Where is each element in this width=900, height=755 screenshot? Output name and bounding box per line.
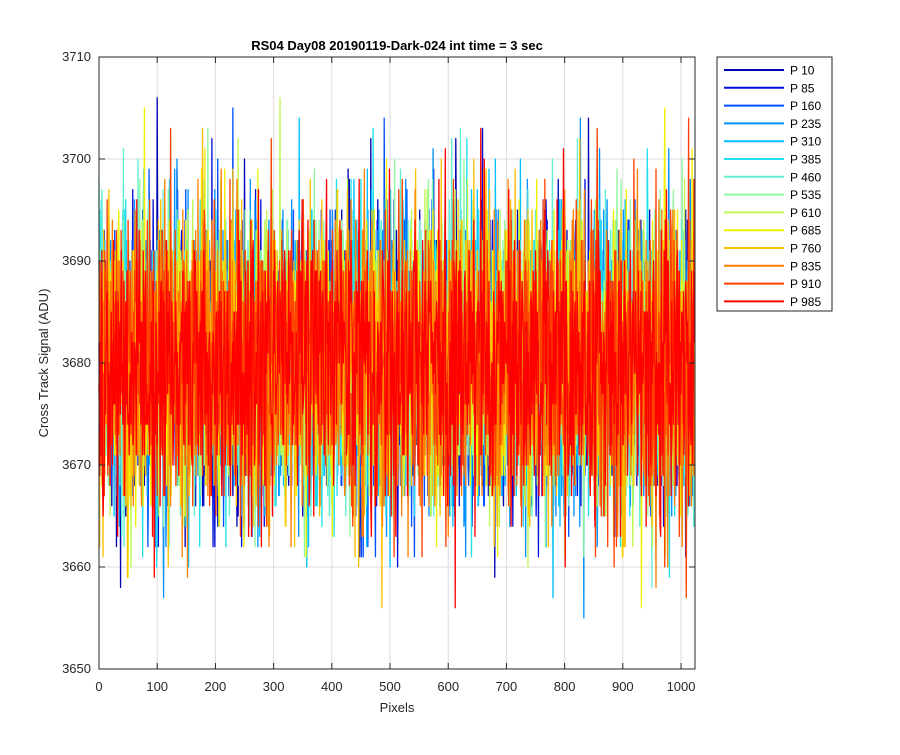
legend-label: P 535 [790, 188, 821, 202]
legend-label: P 10 [790, 64, 815, 78]
y-tick-label: 3650 [62, 661, 91, 676]
legend: P 10 P 85 P 160 P 235 P 310 P 385 P 460 P 535 P … [716, 56, 833, 312]
y-tick-label: 3660 [62, 559, 91, 574]
legend-box [716, 56, 833, 312]
y-tick-label: 3690 [62, 253, 91, 268]
x-tick-label: 400 [321, 679, 343, 694]
legend-label: P 760 [790, 242, 821, 256]
x-axis-label: Pixels [380, 700, 415, 715]
legend-label: P 235 [790, 117, 821, 131]
x-tick-label: 600 [437, 679, 459, 694]
series-layer [98, 97, 696, 619]
legend-label: P 685 [790, 224, 821, 238]
x-tick-label: 1000 [667, 679, 696, 694]
x-tick-label: 500 [379, 679, 401, 694]
legend-label: P 385 [790, 153, 821, 167]
legend-label: P 460 [790, 170, 821, 184]
x-tick-label: 0 [95, 679, 102, 694]
x-tick-label: 200 [205, 679, 227, 694]
legend-label: P 610 [790, 206, 821, 220]
x-tick-label: 800 [554, 679, 576, 694]
axis-ticks: 0 100 200 300 400 500 600 700 800 900 1000 3650 3660… [62, 49, 695, 694]
x-tick-label: 700 [496, 679, 518, 694]
chart-title: RS04 Day08 20190119-Dark-024 int time = … [251, 38, 543, 53]
legend-label: P 85 [790, 81, 815, 95]
y-tick-label: 3710 [62, 49, 91, 64]
legend-label: P 910 [790, 277, 821, 291]
legend-label: P 310 [790, 135, 821, 149]
legend-label: P 835 [790, 259, 821, 273]
x-tick-label: 100 [146, 679, 168, 694]
y-tick-label: 3680 [62, 355, 91, 370]
series-line [98, 127, 696, 609]
y-axis-label: Cross Track Signal (ADU) [36, 289, 51, 438]
legend-label: P 985 [790, 295, 821, 309]
legend-label: P 160 [790, 99, 821, 113]
x-tick-label: 900 [612, 679, 634, 694]
y-tick-label: 3670 [62, 457, 91, 472]
y-tick-label: 3700 [62, 151, 91, 166]
x-tick-label: 300 [263, 679, 285, 694]
